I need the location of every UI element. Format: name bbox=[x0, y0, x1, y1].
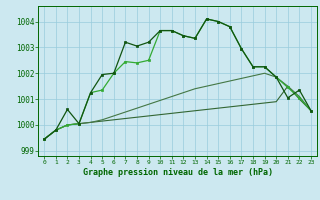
X-axis label: Graphe pression niveau de la mer (hPa): Graphe pression niveau de la mer (hPa) bbox=[83, 168, 273, 177]
